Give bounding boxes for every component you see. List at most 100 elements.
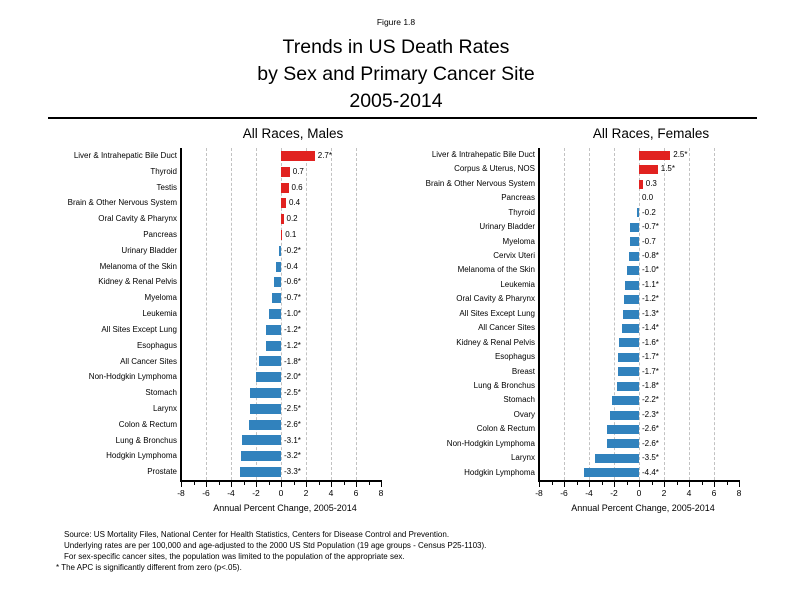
x-axis-tick	[256, 481, 257, 487]
category-label: Stomach	[145, 388, 177, 398]
x-tick-label: -6	[560, 488, 568, 498]
category-label: Testis	[156, 182, 177, 192]
x-axis-tick	[243, 481, 245, 485]
bar	[626, 266, 639, 276]
value-label: -1.4*	[642, 323, 659, 333]
value-label: -0.7	[642, 236, 656, 246]
category-label: Breast	[511, 366, 535, 376]
x-axis-tick	[306, 481, 307, 487]
value-label: -2.0*	[284, 372, 301, 382]
x-axis-tick	[331, 481, 332, 487]
x-axis-tick	[651, 481, 653, 485]
x-tick-label: 8	[378, 488, 384, 498]
x-axis-label: Annual Percent Change, 2005-2014	[571, 503, 715, 513]
value-label: 0.2	[286, 214, 298, 224]
value-label: -1.2*	[642, 294, 659, 304]
category-label: Hodgkin Lymphoma	[464, 467, 535, 477]
bar	[629, 251, 639, 261]
bar	[281, 166, 290, 177]
x-tick-label: -8	[535, 488, 543, 498]
category-label: Melanoma of the Skin	[457, 265, 535, 275]
value-label: 2.5*	[673, 150, 688, 159]
x-tick-label: 6	[711, 488, 717, 498]
footnote-line: * The APC is significantly different fro…	[56, 563, 242, 572]
category-label: Brain & Other Nervous System	[425, 178, 535, 188]
bar	[636, 208, 639, 218]
category-label: Myeloma	[502, 236, 535, 246]
title-line: by Sex and Primary Cancer Site	[257, 63, 535, 85]
footnote-line: For sex-specific cancer sites, the popul…	[64, 552, 405, 561]
gridline	[564, 148, 565, 480]
x-axis-tick	[576, 481, 578, 485]
footnote-line: Source: US Mortality Files, National Cen…	[64, 530, 450, 539]
value-label: -0.7*	[284, 293, 301, 303]
category-label: Corpus & Uterus, NOS	[454, 164, 535, 174]
x-axis-tick	[701, 481, 703, 485]
x-axis-tick	[664, 481, 665, 487]
category-label: Hodgkin Lymphoma	[106, 451, 177, 461]
value-label: 0.6	[291, 182, 303, 192]
bar	[616, 381, 639, 391]
x-axis-tick	[739, 481, 740, 487]
bar	[276, 261, 281, 272]
x-axis-tick	[381, 481, 382, 487]
bar	[256, 372, 281, 383]
category-label: Thyroid	[508, 207, 535, 217]
x-tick-label: -4	[227, 488, 235, 498]
bar	[617, 352, 639, 362]
value-label: -1.0*	[642, 265, 659, 275]
category-label: Liver & Intrahepatic Bile Duct	[431, 150, 535, 159]
bar	[611, 396, 639, 406]
bar	[281, 229, 283, 240]
category-label: Oral Cavity & Pharynx	[456, 294, 535, 304]
x-axis-tick	[551, 481, 553, 485]
x-tick-label: -2	[252, 488, 260, 498]
bar	[268, 309, 281, 319]
bar	[622, 309, 639, 319]
value-label: -1.3*	[642, 308, 659, 318]
gridline	[589, 148, 590, 480]
bar	[617, 367, 639, 377]
x-axis-tick	[281, 481, 282, 487]
x-tick-label: 0	[278, 488, 284, 498]
x-tick-label: 4	[328, 488, 334, 498]
bar	[639, 179, 643, 189]
category-label: Prostate	[147, 467, 177, 477]
value-label: -1.8*	[642, 380, 659, 390]
category-label: Oral Cavity & Pharynx	[98, 214, 177, 224]
category-label: Thyroid	[150, 166, 177, 176]
x-axis-tick	[714, 481, 715, 487]
y-axis-line	[538, 148, 540, 480]
category-label: Pancreas	[501, 193, 535, 203]
category-label: Colon & Rectum	[118, 419, 177, 429]
value-label: -0.8*	[642, 251, 659, 261]
bar	[624, 295, 639, 305]
value-label: 2.7*	[317, 151, 332, 160]
category-label: Colon & Rectum	[476, 424, 535, 434]
x-axis-tick	[218, 481, 220, 485]
gridline	[331, 148, 332, 480]
x-axis-line	[180, 480, 382, 482]
x-axis-line	[538, 480, 740, 482]
category-label: Melanoma of the Skin	[99, 261, 177, 271]
header-divider-line	[48, 117, 757, 119]
category-label: Urinary Bladder	[479, 222, 535, 232]
value-label: -0.6*	[284, 277, 301, 287]
gridline	[714, 148, 715, 480]
gridline	[689, 148, 690, 480]
category-label: Pancreas	[143, 230, 177, 240]
x-tick-label: 4	[686, 488, 692, 498]
category-label: All Sites Except Lung	[459, 308, 535, 318]
value-label: -2.2*	[642, 395, 659, 405]
gridline	[664, 148, 665, 480]
x-axis-tick	[181, 481, 182, 487]
x-axis-tick	[601, 481, 603, 485]
bar	[273, 277, 281, 288]
value-label: -1.7*	[642, 366, 659, 376]
x-axis-tick	[343, 481, 345, 485]
x-axis-tick	[689, 481, 690, 487]
x-tick-label: 6	[353, 488, 359, 498]
chart-title: All Races, Males	[242, 126, 344, 141]
x-tick-label: 0	[636, 488, 642, 498]
value-label: -3.3*	[284, 467, 301, 477]
